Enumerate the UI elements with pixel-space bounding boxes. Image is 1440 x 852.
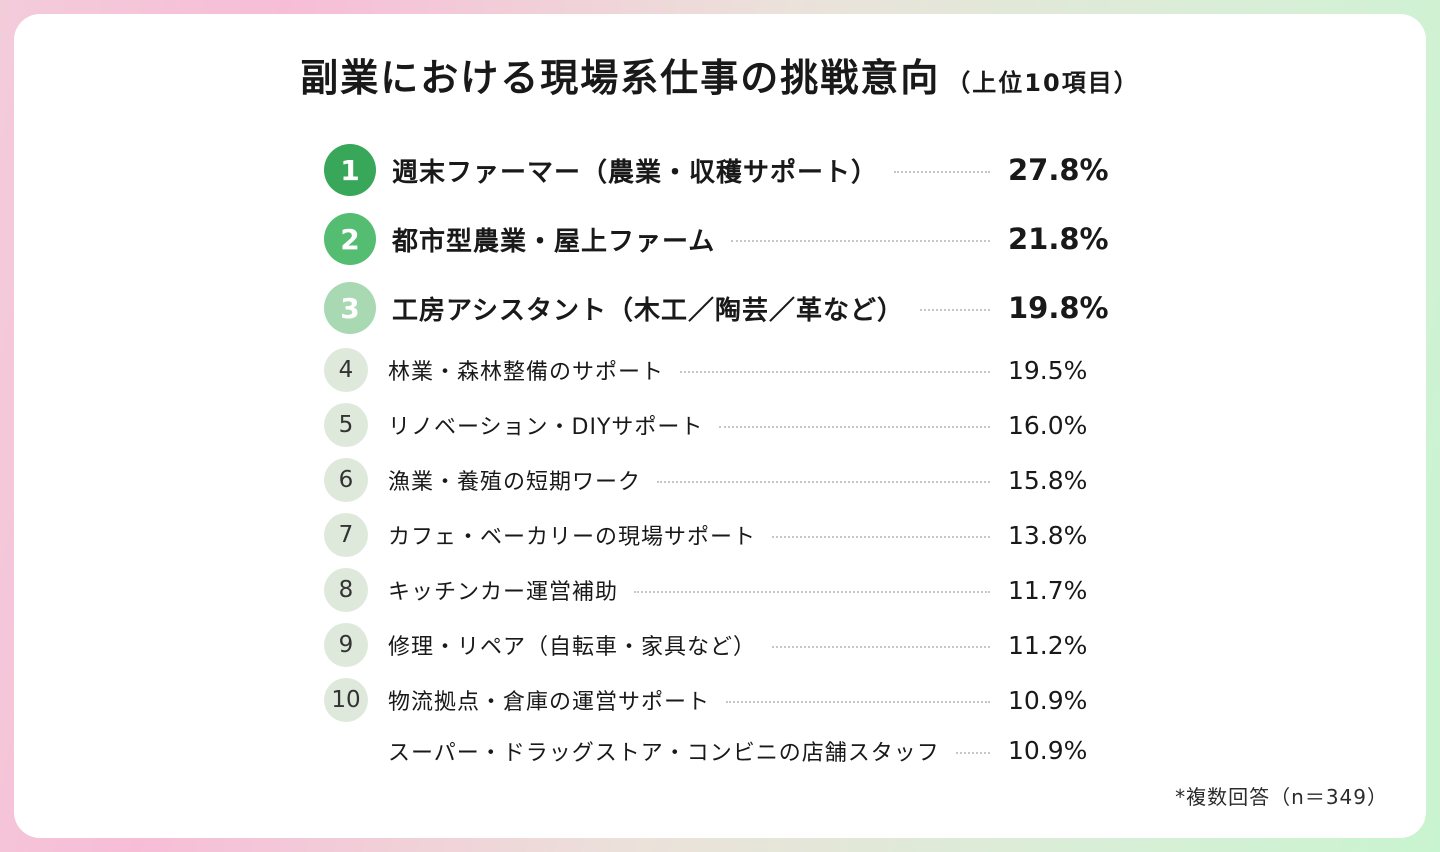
item-value: 21.8% bbox=[1008, 222, 1109, 257]
rank-badge: 2 bbox=[324, 213, 376, 266]
rank-badge: 5 bbox=[324, 403, 368, 448]
rank-badge: 1 bbox=[324, 144, 376, 197]
rank-badge: 8 bbox=[324, 568, 368, 613]
ranking-row: 8 キッチンカー運営補助 11.7% bbox=[324, 563, 1116, 618]
rank-badge: 6 bbox=[324, 458, 368, 503]
ranking-row: 5 リノベーション・DIYサポート 16.0% bbox=[324, 398, 1116, 453]
dotted-leader bbox=[894, 171, 990, 174]
item-label: 修理・リペア（自転車・家具など） bbox=[388, 635, 757, 661]
dotted-leader bbox=[772, 536, 990, 539]
dotted-leader bbox=[726, 701, 990, 704]
item-value: 13.8% bbox=[1008, 520, 1088, 550]
item-value: 19.8% bbox=[1008, 291, 1109, 326]
dotted-leader bbox=[955, 751, 990, 754]
ranking-row: 1 週末ファーマー（農業・収穫サポート） 27.8% bbox=[324, 136, 1116, 205]
footnote: *複数回答（n＝349） bbox=[1175, 785, 1388, 809]
item-value: 27.8% bbox=[1008, 153, 1109, 188]
ranking-row: 6 漁業・養殖の短期ワーク 15.8% bbox=[324, 453, 1116, 508]
ranking-row: 2 都市型農業・屋上ファーム 21.8% bbox=[324, 205, 1116, 274]
item-label: リノベーション・DIYサポート bbox=[388, 415, 704, 441]
ranking-row: 3 工房アシスタント（木工／陶芸／革など） 19.8% bbox=[324, 274, 1116, 343]
item-label: 漁業・養殖の短期ワーク bbox=[388, 470, 642, 496]
page-title: 副業における現場系仕事の挑戦意向 （上位10項目） bbox=[14, 56, 1426, 102]
item-value: 16.0% bbox=[1008, 410, 1088, 440]
item-label: 工房アシスタント（木工／陶芸／革など） bbox=[392, 295, 904, 326]
ranking-row: 10 物流拠点・倉庫の運営サポート 10.9% bbox=[324, 673, 1116, 728]
item-label: 林業・森林整備のサポート bbox=[388, 360, 665, 386]
content-card: 副業における現場系仕事の挑戦意向 （上位10項目） 1 週末ファーマー（農業・収穫サ… bbox=[14, 14, 1426, 838]
title-main: 副業における現場系仕事の挑戦意向 bbox=[300, 56, 941, 100]
item-label: 都市型農業・屋上ファーム bbox=[392, 226, 716, 257]
dotted-leader bbox=[634, 591, 990, 594]
dotted-leader bbox=[680, 371, 990, 374]
item-label: カフェ・ベーカリーの現場サポート bbox=[388, 525, 757, 551]
item-value: 19.5% bbox=[1008, 355, 1088, 385]
item-value: 11.7% bbox=[1008, 575, 1088, 605]
rank-badge: 10 bbox=[324, 678, 368, 723]
item-label: スーパー・ドラッグストア・コンビニの店舗スタッフ bbox=[388, 740, 940, 766]
title-suffix: （上位10項目） bbox=[946, 69, 1140, 97]
item-value: 15.8% bbox=[1008, 465, 1088, 495]
item-value: 11.2% bbox=[1008, 630, 1088, 660]
ranking-row: スーパー・ドラッグストア・コンビニの店舗スタッフ 10.9% bbox=[324, 728, 1116, 774]
item-value: 10.9% bbox=[1008, 736, 1088, 766]
dotted-leader bbox=[731, 240, 990, 243]
ranking-list: 1 週末ファーマー（農業・収穫サポート） 27.8% 2 都市型農業・屋上ファーム 21.… bbox=[324, 136, 1116, 774]
item-label: 物流拠点・倉庫の運営サポート bbox=[388, 690, 711, 716]
dotted-leader bbox=[719, 426, 990, 429]
rank-badge: 7 bbox=[324, 513, 368, 558]
rank-badge: 9 bbox=[324, 623, 368, 668]
item-label: キッチンカー運営補助 bbox=[388, 580, 619, 606]
item-value: 10.9% bbox=[1008, 685, 1088, 715]
dotted-leader bbox=[657, 481, 990, 484]
dotted-leader bbox=[919, 309, 990, 312]
item-label: 週末ファーマー（農業・収穫サポート） bbox=[392, 157, 879, 188]
rank-badge: 4 bbox=[324, 348, 368, 393]
rank-badge: 3 bbox=[324, 282, 376, 335]
ranking-row: 9 修理・リペア（自転車・家具など） 11.2% bbox=[324, 618, 1116, 673]
dotted-leader bbox=[772, 646, 990, 649]
ranking-row: 7 カフェ・ベーカリーの現場サポート 13.8% bbox=[324, 508, 1116, 563]
ranking-row: 4 林業・森林整備のサポート 19.5% bbox=[324, 343, 1116, 398]
